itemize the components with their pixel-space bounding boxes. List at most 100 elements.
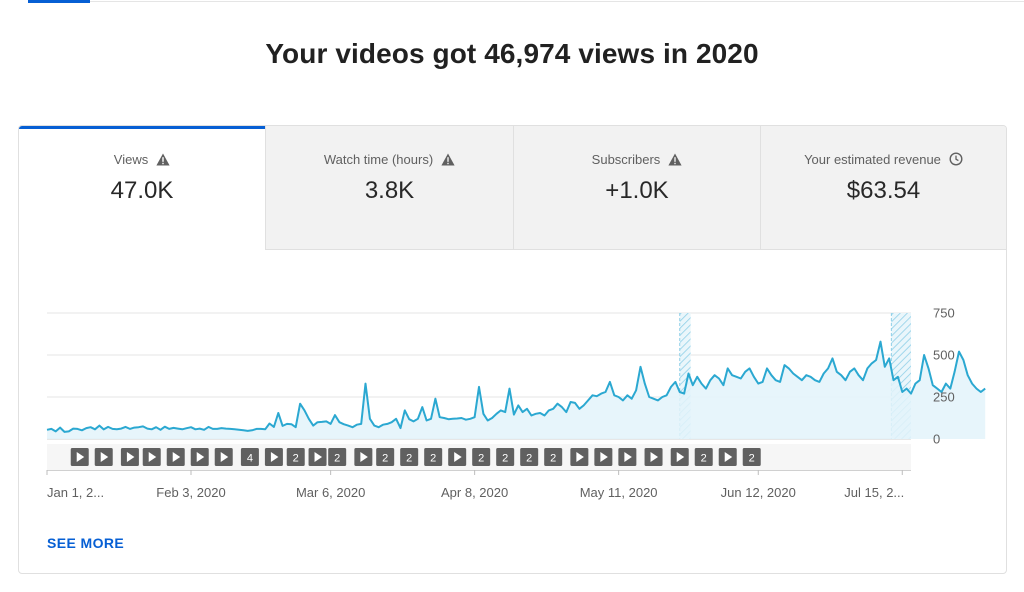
video-marker[interactable]: [70, 448, 89, 466]
marker-count: 2: [334, 453, 340, 465]
video-group-marker[interactable]: 2: [742, 448, 761, 466]
video-marker[interactable]: [264, 448, 283, 466]
play-icon: [650, 452, 659, 462]
x-tick-label: Jun 12, 2020: [721, 485, 796, 500]
play-icon: [676, 452, 685, 462]
tab-value: $63.54: [846, 177, 921, 204]
video-marker[interactable]: [448, 448, 467, 466]
marker-box: [286, 448, 305, 466]
x-tick-label: Mar 6, 2020: [296, 485, 365, 500]
marker-count: 2: [406, 453, 412, 465]
play-icon: [600, 452, 608, 462]
marker-count: 4: [247, 453, 253, 465]
video-group-marker[interactable]: 2: [286, 448, 305, 466]
marker-count: 2: [430, 453, 436, 465]
top-tab-indicator: [28, 0, 90, 3]
partial-data-region: [679, 313, 691, 439]
video-group-marker[interactable]: 2: [424, 448, 443, 466]
play-icon: [454, 452, 462, 462]
video-group-marker[interactable]: 2: [376, 448, 395, 466]
analytics-card: Views 47.0K Watch time (hours) 3.8K Subs…: [18, 125, 1007, 574]
marker-box: [694, 448, 713, 466]
tab-label: Subscribers: [514, 152, 760, 169]
marker-count: 2: [502, 453, 508, 465]
marker-box: [424, 448, 443, 466]
play-icon: [314, 452, 323, 462]
warning-icon[interactable]: [441, 153, 455, 169]
play-icon: [270, 452, 279, 462]
play-icon: [220, 452, 229, 462]
marker-count: 2: [478, 453, 484, 465]
clock-icon[interactable]: [949, 152, 963, 169]
video-marker[interactable]: [214, 448, 233, 466]
marker-box: [240, 448, 259, 466]
y-tick-label: 250: [933, 390, 955, 405]
marker-box: [328, 448, 347, 466]
marker-count: 2: [526, 453, 532, 465]
video-group-marker[interactable]: 2: [544, 448, 563, 466]
tab-value: +1.0K: [605, 177, 669, 204]
video-marker[interactable]: [94, 448, 113, 466]
play-icon: [172, 452, 181, 462]
tab-subscribers[interactable]: Subscribers +1.0K: [513, 126, 760, 250]
video-marker[interactable]: [120, 448, 139, 466]
top-divider: [90, 1, 1024, 2]
page-title: Your videos got 46,974 views in 2020: [265, 38, 759, 69]
x-tick-label: Feb 3, 2020: [156, 485, 225, 500]
views-chart: 750 500 250 0 4 2 2 2 2 2 2 2 2 2 2 2 Jan 1, 2... Feb 3…: [46, 306, 986, 500]
video-marker[interactable]: [190, 448, 209, 466]
video-group-marker[interactable]: 2: [472, 448, 491, 466]
warning-icon[interactable]: [668, 153, 682, 169]
play-icon: [360, 452, 368, 462]
metric-tabs: Views 47.0K Watch time (hours) 3.8K Subs…: [19, 126, 1006, 250]
tab-label: Watch time (hours): [266, 152, 513, 169]
y-tick-label: 750: [933, 306, 955, 321]
video-marker[interactable]: [308, 448, 327, 466]
tab-value: 47.0K: [110, 177, 174, 204]
video-marker[interactable]: [594, 448, 613, 466]
x-tick-label: Jan 1, 2...: [47, 485, 104, 500]
video-marker[interactable]: [570, 448, 589, 466]
marker-box: [520, 448, 539, 466]
tab-watch-time[interactable]: Watch time (hours) 3.8K: [265, 126, 513, 250]
video-group-marker[interactable]: 2: [496, 448, 515, 466]
tab-label: Views: [19, 152, 265, 169]
video-marker[interactable]: [166, 448, 185, 466]
video-group-marker[interactable]: 4: [240, 448, 259, 466]
marker-box: [472, 448, 491, 466]
video-marker[interactable]: [670, 448, 689, 466]
see-more-link[interactable]: SEE MORE: [47, 535, 125, 551]
warning-icon[interactable]: [156, 153, 170, 169]
marker-box: [400, 448, 419, 466]
video-marker[interactable]: [142, 448, 161, 466]
play-icon: [624, 452, 632, 462]
play-icon: [196, 452, 205, 462]
marker-box: [742, 448, 761, 466]
x-tick-label: Jul 15, 2...: [844, 485, 904, 500]
play-icon: [576, 452, 584, 462]
y-tick-label: 0: [933, 432, 940, 447]
tab-label: Your estimated revenue: [761, 152, 1006, 169]
marker-count: 2: [550, 453, 556, 465]
marker-box: [544, 448, 563, 466]
video-group-marker[interactable]: 2: [400, 448, 419, 466]
x-tick-label: Apr 8, 2020: [441, 485, 508, 500]
marker-count: 2: [382, 453, 388, 465]
video-group-marker[interactable]: 2: [520, 448, 539, 466]
play-icon: [100, 452, 109, 462]
tab-views[interactable]: Views 47.0K: [19, 126, 265, 250]
views-area: [47, 341, 986, 439]
video-marker[interactable]: [718, 448, 737, 466]
play-icon: [724, 452, 733, 462]
y-tick-label: 500: [933, 348, 955, 363]
video-marker[interactable]: [354, 448, 373, 466]
video-marker[interactable]: [618, 448, 637, 466]
play-icon: [148, 452, 157, 462]
marker-count: 2: [293, 453, 299, 465]
video-marker[interactable]: [644, 448, 663, 466]
tab-estimated-revenue[interactable]: Your estimated revenue $63.54: [760, 126, 1006, 250]
marker-box: [376, 448, 395, 466]
video-group-marker[interactable]: 2: [328, 448, 347, 466]
play-icon: [76, 452, 85, 462]
video-group-marker[interactable]: 2: [694, 448, 713, 466]
